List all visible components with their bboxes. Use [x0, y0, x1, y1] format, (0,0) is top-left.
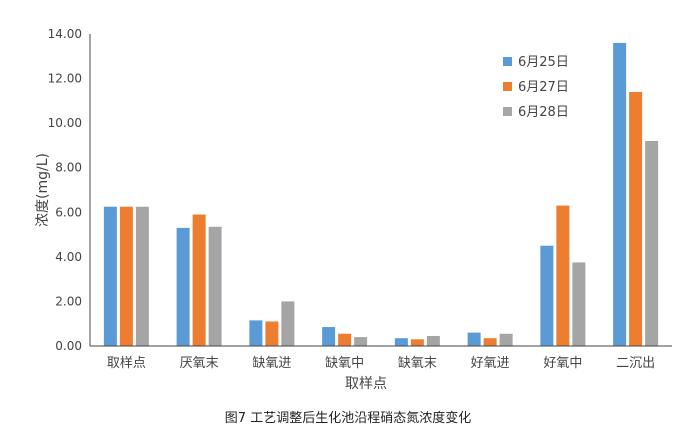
- y-tick-label: 8.00: [55, 161, 82, 175]
- x-tick-label: 缺氧末: [398, 356, 437, 371]
- bar: [426, 335, 440, 346]
- bar-chart: 0.00 2.00 4.00 6.00 8.00 10.00 12.00 14.00 取样点 厌…: [35, 27, 672, 392]
- legend-swatch: [503, 57, 512, 66]
- bar: [572, 262, 586, 346]
- bar: [354, 337, 368, 346]
- x-tick-label: 缺氧进: [252, 356, 291, 371]
- bar: [192, 214, 206, 346]
- legend-swatch: [503, 107, 512, 116]
- x-axis-ticks: 取样点 厌氧末 缺氧进 缺氧中 缺氧末 好氧进 好氧中 二沉出: [107, 356, 655, 371]
- y-tick-label: 12.00: [48, 72, 82, 86]
- bar: [613, 42, 627, 347]
- y-tick-label: 6.00: [55, 205, 82, 219]
- y-axis-label: 浓度(mg/L): [35, 153, 51, 227]
- bar: [499, 333, 513, 346]
- x-tick-label: 二沉出: [616, 356, 655, 371]
- bar: [338, 333, 352, 346]
- bar: [103, 206, 117, 346]
- bar: [394, 338, 408, 346]
- bar: [265, 321, 279, 346]
- x-tick-label: 厌氧末: [180, 356, 219, 371]
- bar: [483, 338, 497, 346]
- x-axis-label: 取样点: [345, 376, 387, 392]
- x-tick-label: 取样点: [107, 356, 146, 371]
- bars: [103, 42, 659, 347]
- bar: [540, 245, 554, 346]
- y-tick-label: 2.00: [55, 294, 82, 308]
- bar: [629, 91, 643, 346]
- bar: [410, 339, 424, 346]
- bar: [119, 206, 133, 346]
- chart-caption: 图7 工艺调整后生化池沿程硝态氮浓度变化: [224, 411, 472, 426]
- legend-label: 6月28日: [518, 105, 569, 120]
- legend-swatch: [503, 82, 512, 91]
- legend-label: 6月27日: [518, 80, 569, 95]
- x-tick-label: 好氧中: [543, 356, 582, 371]
- x-tick-label: 好氧进: [471, 356, 510, 371]
- y-tick-label: 14.00: [48, 27, 82, 41]
- y-tick-label: 10.00: [48, 116, 82, 130]
- bar: [176, 227, 190, 346]
- bar: [322, 327, 336, 346]
- bar: [281, 301, 295, 346]
- bar: [645, 140, 659, 346]
- legend: 6月25日 6月27日 6月28日: [503, 55, 569, 120]
- y-tick-label: 4.00: [55, 250, 82, 264]
- x-tick-label: 缺氧中: [325, 356, 364, 371]
- bar: [556, 205, 570, 346]
- bar: [467, 332, 481, 346]
- y-axis-ticks: 0.00 2.00 4.00 6.00 8.00 10.00 12.00 14.00: [48, 27, 82, 353]
- bar: [208, 226, 222, 346]
- legend-label: 6月25日: [518, 55, 569, 70]
- y-tick-label: 0.00: [55, 339, 82, 353]
- bar: [135, 206, 149, 346]
- bar: [249, 320, 263, 346]
